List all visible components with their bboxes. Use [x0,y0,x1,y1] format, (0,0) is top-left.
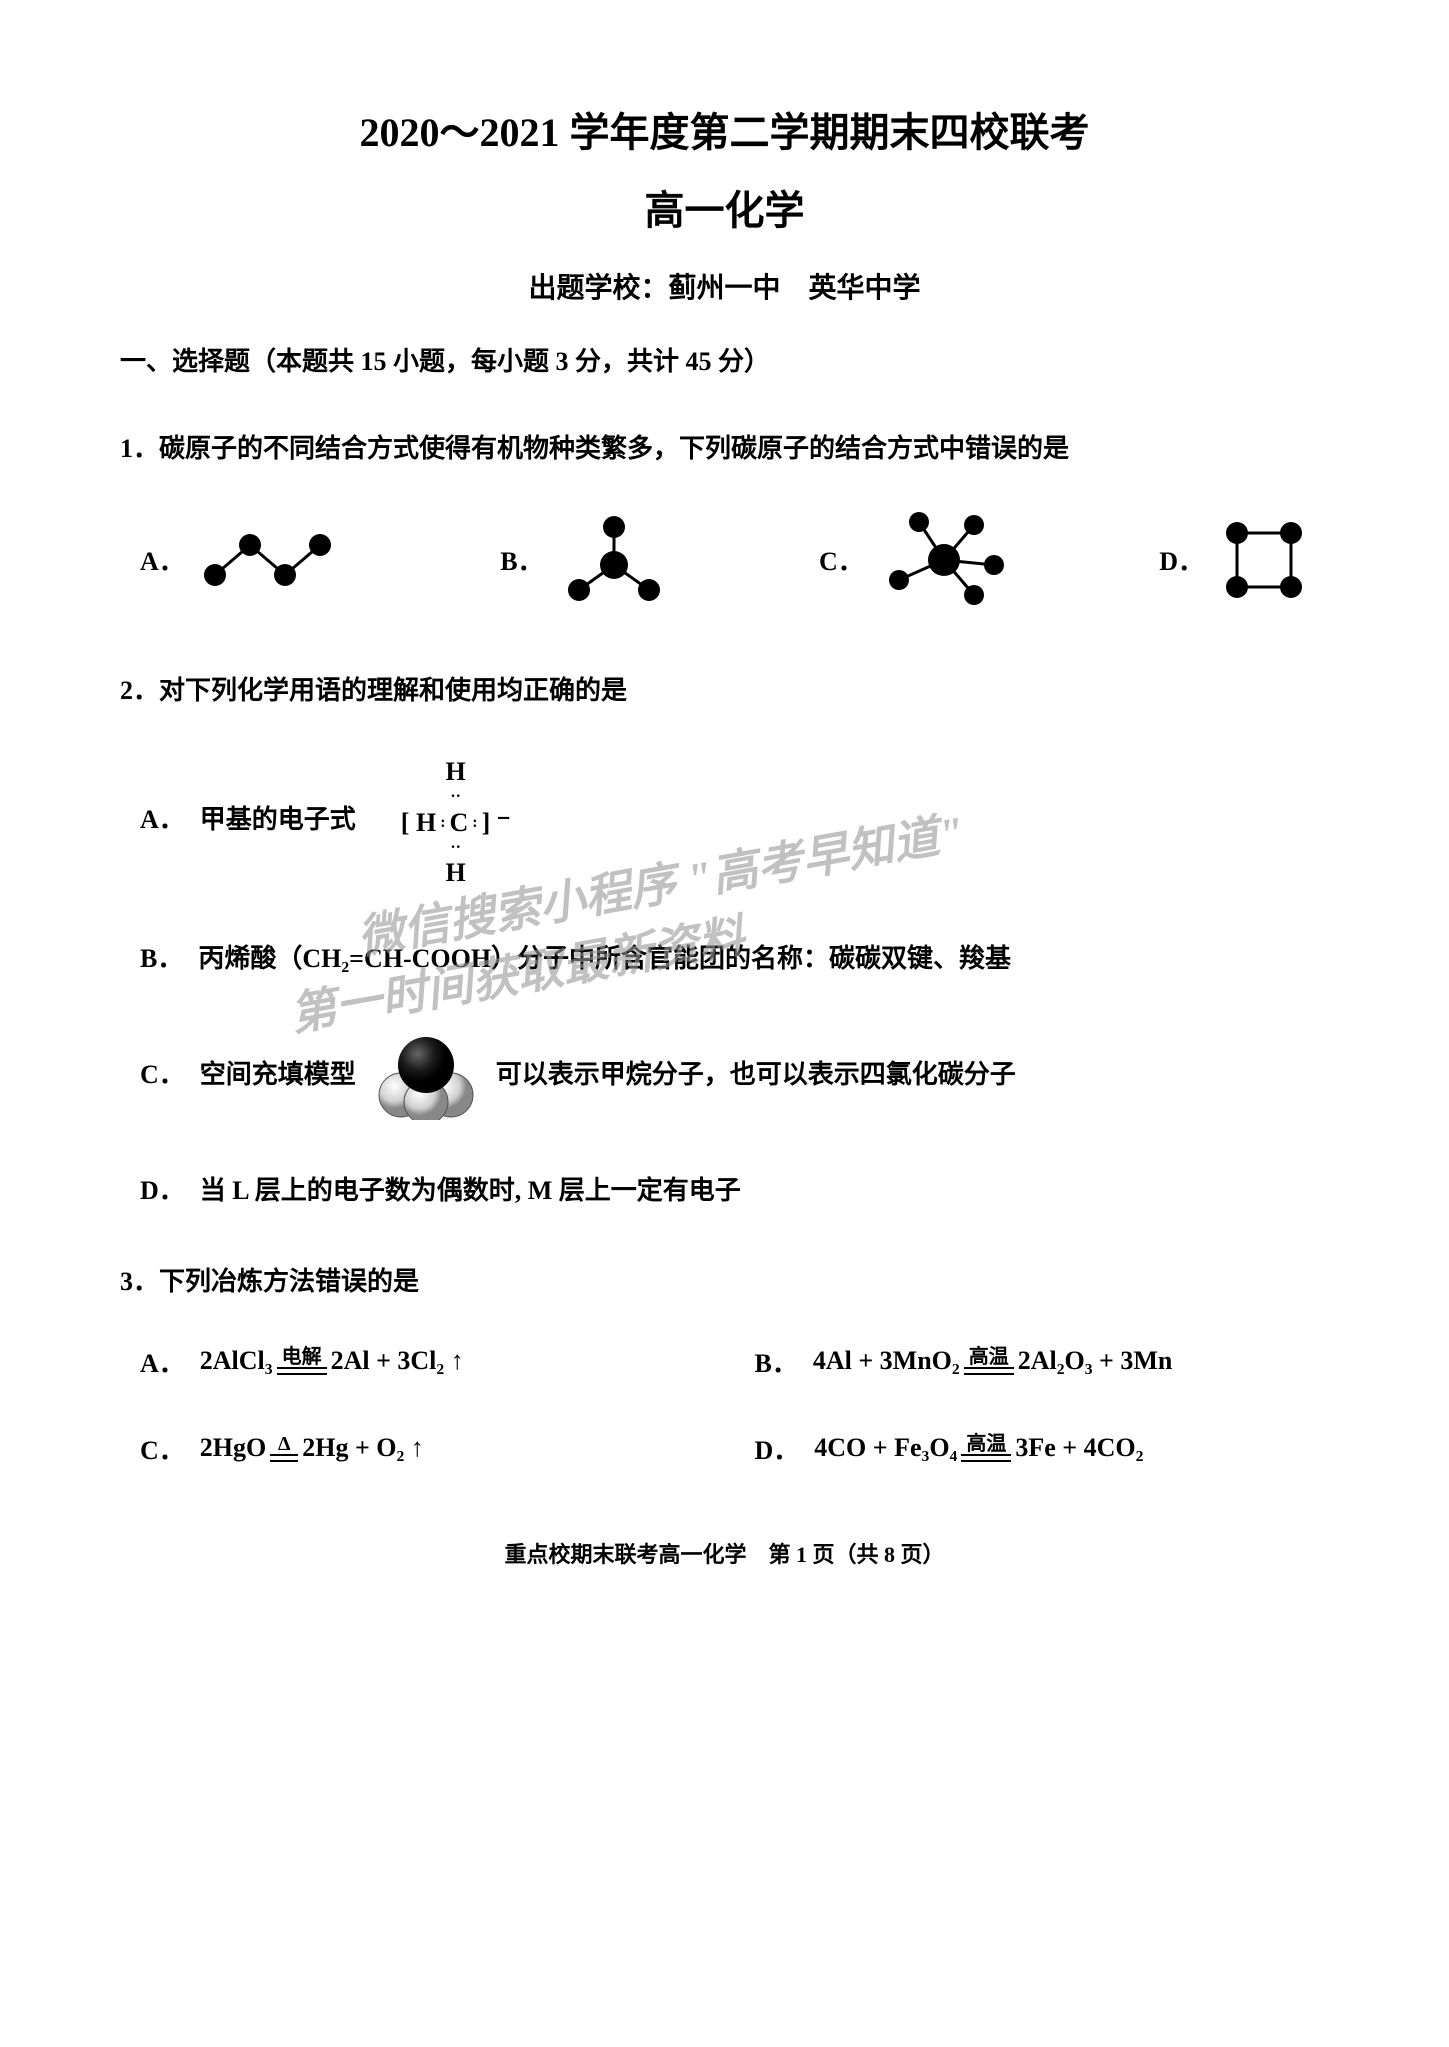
electron-dots-top: ·· [450,787,461,806]
q3-c-cond: Δ [278,1434,291,1454]
q1-stem: 1．碳原子的不同结合方式使得有机物种类繁多，下列碳原子的结合方式中错误的是 [120,428,1329,470]
q3-option-b: B． 4Al + 3MnO₂ 高温 2Al₂O₃ + 3Mn [755,1343,1330,1380]
electron-top: H [446,756,466,787]
q1-option-c: C． [819,510,1009,610]
electron-center: C [450,807,469,838]
reaction-arrow-icon: 高温 [964,1347,1014,1375]
molecule-chain-icon [200,530,350,590]
q3-option-d: D． 4CO + Fe₃O₄ 高温 3Fe + 4CO₂ [755,1430,1330,1467]
school-line: 出题学校：蓟州一中 英华中学 [120,266,1329,306]
q2-option-d: D． 当 L 层上的电子数为偶数时, M 层上一定有电子 [120,1170,1329,1212]
q2-stem: 2．对下列化学用语的理解和使用均正确的是 [120,670,1329,712]
q1-option-b: B． [500,515,668,605]
q3-a-rhs: 2Al + 3Cl₂ ↑ [331,1346,464,1376]
q2-option-b: B． 丙烯酸（CH₂=CH-COOH）分子中所含官能团的名称：碳碳双键、羧基 [120,938,1329,980]
q3-c-lhs: 2HgO [200,1433,266,1463]
q2-d-label: D． [140,1170,185,1212]
q3-d-rhs: 3Fe + 4CO₂ [1015,1433,1143,1463]
exam-title-line2: 高一化学 [120,178,1329,236]
q2-c-text-before: 空间充填模型 [200,1054,356,1096]
q2-c-label: C． [140,1054,185,1096]
q2-d-text: 当 L 层上的电子数为偶数时, M 层上一定有电子 [200,1170,741,1212]
q2-b-text: 丙烯酸（CH₂=CH-COOH）分子中所含官能团的名称：碳碳双键、羧基 [198,938,1011,980]
q2-option-c: C． 空间充填模型 [120,1030,1329,1120]
q3-a-cond: 电解 [282,1347,322,1367]
q1-option-d: D． [1159,515,1309,605]
q1-b-label: B． [500,541,543,578]
q2-a-label: A． [140,799,185,841]
q3-a-label: A． [140,1343,185,1380]
q3-b-rhs: 2Al₂O₃ + 3Mn [1018,1346,1173,1376]
q3-b-lhs: 4Al + 3MnO₂ [813,1346,960,1376]
reaction-arrow-icon: Δ [270,1434,298,1462]
page-footer: 重点校期末联考高一化学 第 1 页（共 8 页） [120,1537,1329,1569]
q1-c-label: C． [819,541,864,578]
q3-stem: 3．下列冶炼方法错误的是 [120,1261,1329,1303]
q3-option-a: A． 2AlCl₃ 电解 2Al + 3Cl₂ ↑ [140,1343,715,1380]
reaction-arrow-icon: 高温 [961,1434,1011,1462]
electron-dots-bottom: ·· [450,838,461,857]
q3-a-lhs: 2AlCl₃ [200,1346,273,1376]
q2-option-a: A． 甲基的电子式 H ·· [ H : C : ] ⁻ ·· H [120,751,1329,888]
question-2: 2．对下列化学用语的理解和使用均正确的是 A． 甲基的电子式 H ·· [ H … [120,670,1329,1212]
q3-b-label: B． [755,1343,798,1380]
electron-bracket-close: ] ⁻ [482,807,511,838]
reaction-arrow-icon: 电解 [277,1347,327,1375]
q3-c-label: C． [140,1430,185,1467]
question-1: 1．碳原子的不同结合方式使得有机物种类繁多，下列碳原子的结合方式中错误的是 A．… [120,428,1329,610]
molecule-trigonal-icon [559,515,669,605]
molecule-pentavalent-icon [879,510,1009,610]
space-filling-model-icon [371,1030,481,1120]
molecule-square-icon [1219,515,1309,605]
q2-b-label: B． [140,938,183,980]
q1-d-label: D． [1159,541,1204,578]
electron-bracket-open: [ H [401,807,436,838]
q3-d-cond: 高温 [966,1434,1006,1454]
q3-c-rhs: 2Hg + O₂ ↑ [302,1433,424,1463]
q3-d-label: D． [755,1430,800,1467]
electron-formula-icon: H ·· [ H : C : ] ⁻ ·· H [401,756,511,888]
question-3: 3．下列冶炼方法错误的是 A． 2AlCl₃ 电解 2Al + 3Cl₂ ↑ B… [120,1261,1329,1467]
q2-c-text-after: 可以表示甲烷分子，也可以表示四氯化碳分子 [496,1054,1016,1096]
q3-option-c: C． 2HgO Δ 2Hg + O₂ ↑ [140,1430,715,1467]
q3-d-lhs: 4CO + Fe₃O₄ [814,1433,957,1463]
section-header: 一、选择题（本题共 15 小题，每小题 3 分，共计 45 分） [120,341,1329,378]
q1-options-row: A． B． C． [120,510,1329,610]
q1-option-a: A． [140,530,350,590]
exam-title-line1: 2020～2021 学年度第二学期期末四校联考 [120,100,1329,158]
q3-b-cond: 高温 [969,1347,1009,1367]
q2-a-text-before: 甲基的电子式 [200,799,356,841]
electron-bottom: H [446,857,466,888]
q1-a-label: A． [140,541,185,578]
